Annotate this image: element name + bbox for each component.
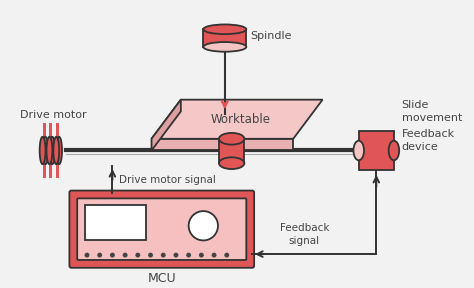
FancyBboxPatch shape bbox=[69, 191, 254, 268]
Ellipse shape bbox=[219, 133, 245, 145]
Bar bbox=[359, 131, 394, 170]
Bar bbox=[43, 123, 46, 178]
FancyBboxPatch shape bbox=[77, 198, 246, 260]
Text: Drive motor: Drive motor bbox=[20, 110, 87, 120]
Polygon shape bbox=[152, 100, 181, 151]
Ellipse shape bbox=[203, 42, 246, 52]
Text: Drive motor signal: Drive motor signal bbox=[119, 175, 216, 185]
Circle shape bbox=[186, 253, 191, 257]
Bar bbox=[219, 139, 245, 163]
Ellipse shape bbox=[49, 137, 55, 164]
Text: Feedback
signal: Feedback signal bbox=[280, 223, 329, 246]
Circle shape bbox=[136, 253, 140, 257]
Ellipse shape bbox=[54, 137, 59, 164]
Ellipse shape bbox=[189, 211, 218, 240]
Circle shape bbox=[224, 253, 229, 257]
Circle shape bbox=[123, 253, 128, 257]
Ellipse shape bbox=[40, 137, 46, 164]
Text: Slide
movement: Slide movement bbox=[402, 100, 462, 123]
Text: Worktable: Worktable bbox=[210, 113, 270, 126]
Polygon shape bbox=[152, 139, 293, 151]
Circle shape bbox=[97, 253, 102, 257]
Bar bbox=[49, 123, 52, 178]
Circle shape bbox=[199, 253, 204, 257]
Ellipse shape bbox=[219, 157, 245, 169]
Circle shape bbox=[84, 253, 90, 257]
Circle shape bbox=[173, 253, 178, 257]
Ellipse shape bbox=[203, 24, 246, 34]
Bar bbox=[85, 205, 146, 240]
Circle shape bbox=[161, 253, 166, 257]
Circle shape bbox=[110, 253, 115, 257]
Ellipse shape bbox=[389, 141, 399, 160]
Text: Feedback
device: Feedback device bbox=[402, 129, 455, 152]
Text: MCU: MCU bbox=[147, 272, 176, 285]
Ellipse shape bbox=[354, 141, 364, 160]
Ellipse shape bbox=[56, 137, 62, 164]
Polygon shape bbox=[152, 100, 323, 139]
Ellipse shape bbox=[43, 137, 48, 164]
Circle shape bbox=[211, 253, 217, 257]
Circle shape bbox=[148, 253, 153, 257]
Ellipse shape bbox=[46, 137, 52, 164]
Bar bbox=[203, 29, 246, 47]
Bar bbox=[56, 123, 59, 178]
Text: Spindle: Spindle bbox=[250, 31, 292, 41]
